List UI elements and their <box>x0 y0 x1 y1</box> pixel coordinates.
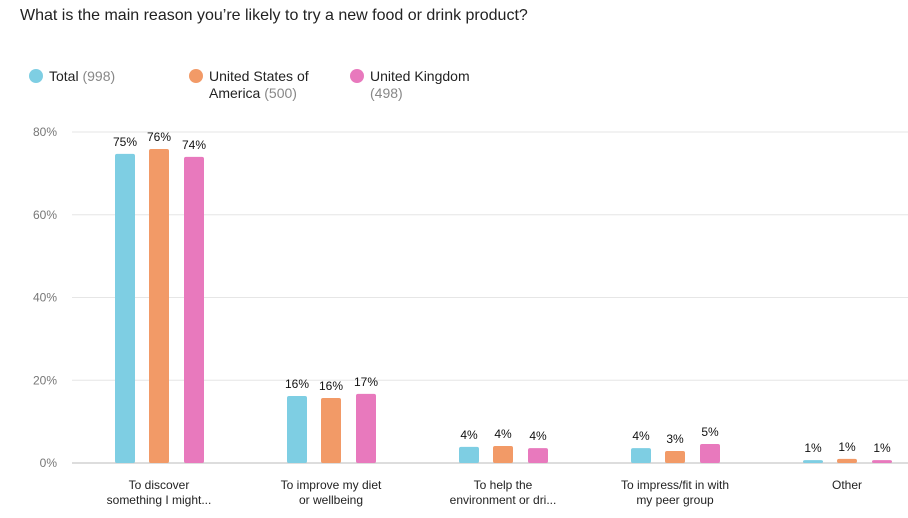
data-label: 74% <box>182 138 206 152</box>
bar <box>872 460 892 463</box>
data-label: 5% <box>701 425 719 439</box>
data-label: 4% <box>529 429 547 443</box>
x-tick-label: Other <box>831 478 862 492</box>
y-tick-label: 80% <box>33 125 57 139</box>
bar <box>149 148 169 463</box>
y-tick-label: 0% <box>40 456 58 470</box>
data-label: 3% <box>666 432 684 446</box>
legend-swatch <box>29 69 43 83</box>
legend-item: Total (998) <box>29 68 179 85</box>
bar <box>665 451 685 463</box>
x-tick-label: To improve my diet or wellbeing <box>280 478 382 507</box>
legend-swatch <box>350 69 364 83</box>
data-label: 75% <box>113 135 137 149</box>
bar <box>459 446 479 463</box>
legend-item: United States of America (500) <box>189 68 339 102</box>
legend-entry: Total (998) <box>49 68 179 85</box>
bar <box>700 443 720 463</box>
chart-title: What is the main reason you’re likely to… <box>20 7 528 24</box>
y-tick-label: 40% <box>33 291 57 305</box>
data-label: 4% <box>460 428 478 442</box>
legend-label: United Kingdom <box>370 68 470 84</box>
data-label: 4% <box>632 429 650 443</box>
bar <box>631 448 651 463</box>
bar <box>493 446 513 463</box>
y-tick-label: 60% <box>33 208 57 222</box>
data-label: 16% <box>285 377 309 391</box>
legend-entry: United States of America (500) <box>209 68 339 102</box>
data-label: 16% <box>319 379 343 393</box>
x-tick-label: To impress/fit in with my peer group <box>620 478 730 507</box>
bar <box>356 393 376 463</box>
bar <box>115 153 135 463</box>
legend-swatch <box>189 69 203 83</box>
legend-label: United States of America <box>209 68 309 101</box>
legend-label: Total <box>49 68 79 84</box>
bar <box>184 156 204 463</box>
legend-entry: United Kingdom (498) <box>370 68 500 102</box>
data-label: 76% <box>147 130 171 144</box>
data-label: 1% <box>873 441 891 455</box>
legend-count: (500) <box>264 85 297 101</box>
data-label: 4% <box>494 427 512 441</box>
bar <box>287 395 307 463</box>
legend-count: (998) <box>82 68 116 84</box>
legend-item: United Kingdom (498) <box>350 68 500 102</box>
bar <box>803 460 823 463</box>
legend-count: (498) <box>370 85 403 101</box>
data-label: 1% <box>804 441 822 455</box>
data-label: 17% <box>354 375 378 389</box>
bar <box>837 458 857 463</box>
data-label: 1% <box>838 440 856 454</box>
x-tick-label: To help the environment or dri... <box>449 478 557 507</box>
bar <box>321 398 341 463</box>
bar <box>528 448 548 463</box>
y-tick-label: 20% <box>33 373 57 387</box>
x-tick-label: To discover something I might... <box>106 478 212 507</box>
